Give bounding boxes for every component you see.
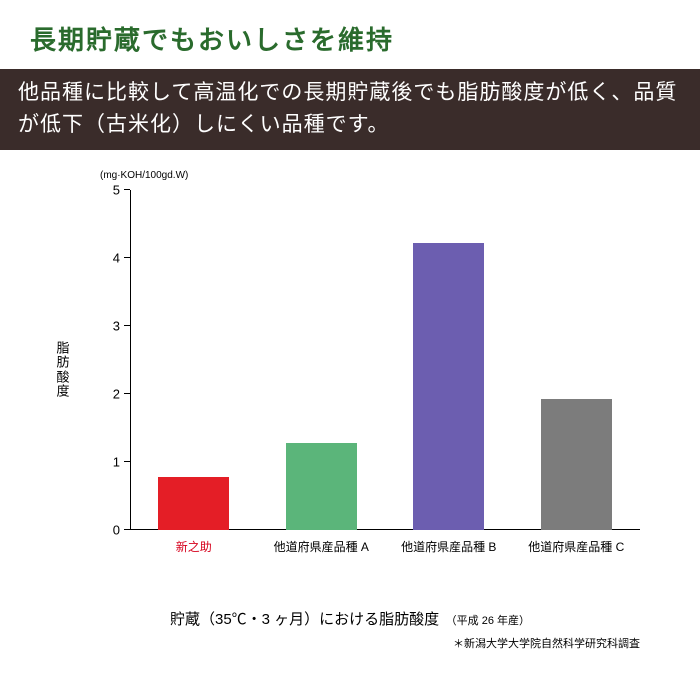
source-note: ＊新潟大学大学院自然科学研究科調査 bbox=[0, 635, 640, 651]
bar-slot: 他道府県産品種 C bbox=[513, 190, 641, 530]
plot-area: 012345 新之助他道府県産品種 A他道府県産品種 B他道府県産品種 C bbox=[130, 190, 640, 530]
y-tick-label: 1 bbox=[100, 455, 120, 470]
category-label: 他道府県産品種 B bbox=[401, 538, 496, 555]
category-label: 新之助 bbox=[176, 538, 212, 555]
bar bbox=[541, 399, 612, 530]
y-tick-label: 2 bbox=[100, 387, 120, 402]
y-unit-label: (mg·KOH/100gd.W) bbox=[100, 170, 188, 181]
caption-main: 貯蔵（35℃・3 ヶ月）における脂肪酸度 bbox=[170, 611, 439, 628]
y-tick-label: 3 bbox=[100, 319, 120, 334]
subtitle-bar: 他品種に比較して高温化での長期貯蔵後でも脂肪酸度が低く、品質が低下（古米化）しに… bbox=[0, 69, 700, 150]
caption-sub: （平成 26 年産） bbox=[446, 615, 530, 627]
y-tick-label: 4 bbox=[100, 251, 120, 266]
page-title: 長期貯蔵でもおいしさを維持 bbox=[0, 0, 700, 69]
y-axis-title: 脂肪酸度 bbox=[56, 341, 70, 398]
bar bbox=[286, 443, 357, 530]
bar-slot: 他道府県産品種 B bbox=[385, 190, 513, 530]
y-tick-label: 5 bbox=[100, 183, 120, 198]
bar-chart: (mg·KOH/100gd.W) 脂肪酸度 012345 新之助他道府県産品種 … bbox=[100, 180, 640, 560]
category-label: 他道府県産品種 C bbox=[528, 538, 624, 555]
y-tick-label: 0 bbox=[100, 523, 120, 538]
bar bbox=[158, 477, 229, 530]
bar-slot: 他道府県産品種 A bbox=[258, 190, 386, 530]
bars-container: 新之助他道府県産品種 A他道府県産品種 B他道府県産品種 C bbox=[130, 190, 640, 530]
chart-caption: 貯蔵（35℃・3 ヶ月）における脂肪酸度 （平成 26 年産） bbox=[0, 608, 700, 629]
bar-slot: 新之助 bbox=[130, 190, 258, 530]
bar bbox=[413, 243, 484, 530]
category-label: 他道府県産品種 A bbox=[274, 538, 369, 555]
